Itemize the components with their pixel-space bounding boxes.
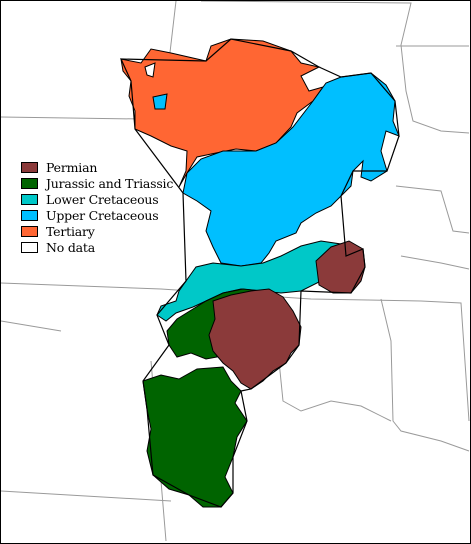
state-line xyxy=(400,255,470,270)
permian-polygon xyxy=(208,288,302,390)
study-area-outline xyxy=(120,38,400,508)
state-line xyxy=(395,185,470,234)
legend-swatch-upper-cretaceous xyxy=(21,209,38,221)
legend-swatch-tertiary xyxy=(21,225,38,237)
state-line xyxy=(1,490,172,502)
legend-item-no-data: No data xyxy=(21,239,173,255)
upper-cretaceous-polygon xyxy=(182,72,400,267)
legend-label: Tertiary xyxy=(46,223,95,239)
state-line xyxy=(200,1,470,134)
legend-item-upper-cretaceous: Upper Cretaceous xyxy=(21,207,173,223)
legend-item-lower-cretaceous: Lower Cretaceous xyxy=(21,191,173,207)
legend-item-jurassic-triassic: Jurassic and Triassic xyxy=(21,175,173,191)
state-line xyxy=(420,300,470,422)
legend-swatch-no-data xyxy=(21,241,38,253)
map-legend: Permian Jurassic and Triassic Lower Cret… xyxy=(21,159,173,255)
legend-label: Permian xyxy=(46,159,98,175)
outline-polygon xyxy=(120,38,400,508)
jurassic-triassic-polygon-south xyxy=(142,366,248,508)
upper-cretaceous-region xyxy=(182,72,400,267)
legend-swatch-lower-cretaceous xyxy=(21,193,38,205)
legend-item-tertiary: Tertiary xyxy=(21,223,173,239)
legend-swatch-permian xyxy=(21,161,38,173)
state-line xyxy=(278,360,392,422)
legend-label: Jurassic and Triassic xyxy=(46,175,174,191)
state-line xyxy=(168,1,177,62)
tertiary-polygon xyxy=(120,38,325,188)
legend-label: Lower Cretaceous xyxy=(46,191,159,207)
state-line xyxy=(1,320,62,332)
legend-label: Upper Cretaceous xyxy=(46,207,159,223)
tertiary-region xyxy=(120,38,325,188)
permian-polygon-east xyxy=(315,240,366,294)
legend-item-permian: Permian xyxy=(21,159,173,175)
permian-region xyxy=(208,240,366,390)
state-line xyxy=(380,298,470,452)
legend-swatch-jurassic-triassic xyxy=(21,177,38,189)
legend-label: No data xyxy=(46,239,95,255)
lower-cretaceous-polygon xyxy=(156,240,347,322)
lake-polygon xyxy=(144,62,156,78)
lake-polygon xyxy=(152,93,168,110)
state-line xyxy=(1,116,142,120)
